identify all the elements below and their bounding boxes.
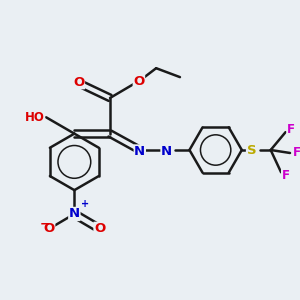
- Text: −: −: [40, 217, 50, 230]
- Text: F: F: [281, 169, 290, 182]
- Text: S: S: [247, 143, 256, 157]
- Text: +: +: [81, 200, 89, 209]
- Text: O: O: [44, 222, 55, 235]
- Text: N: N: [69, 208, 80, 220]
- Text: O: O: [73, 76, 84, 89]
- Text: O: O: [94, 222, 105, 235]
- Text: N: N: [134, 145, 146, 158]
- Text: F: F: [287, 123, 295, 136]
- Text: N: N: [161, 145, 172, 158]
- Text: HO: HO: [25, 111, 45, 124]
- Text: O: O: [133, 75, 145, 88]
- Text: F: F: [292, 146, 300, 160]
